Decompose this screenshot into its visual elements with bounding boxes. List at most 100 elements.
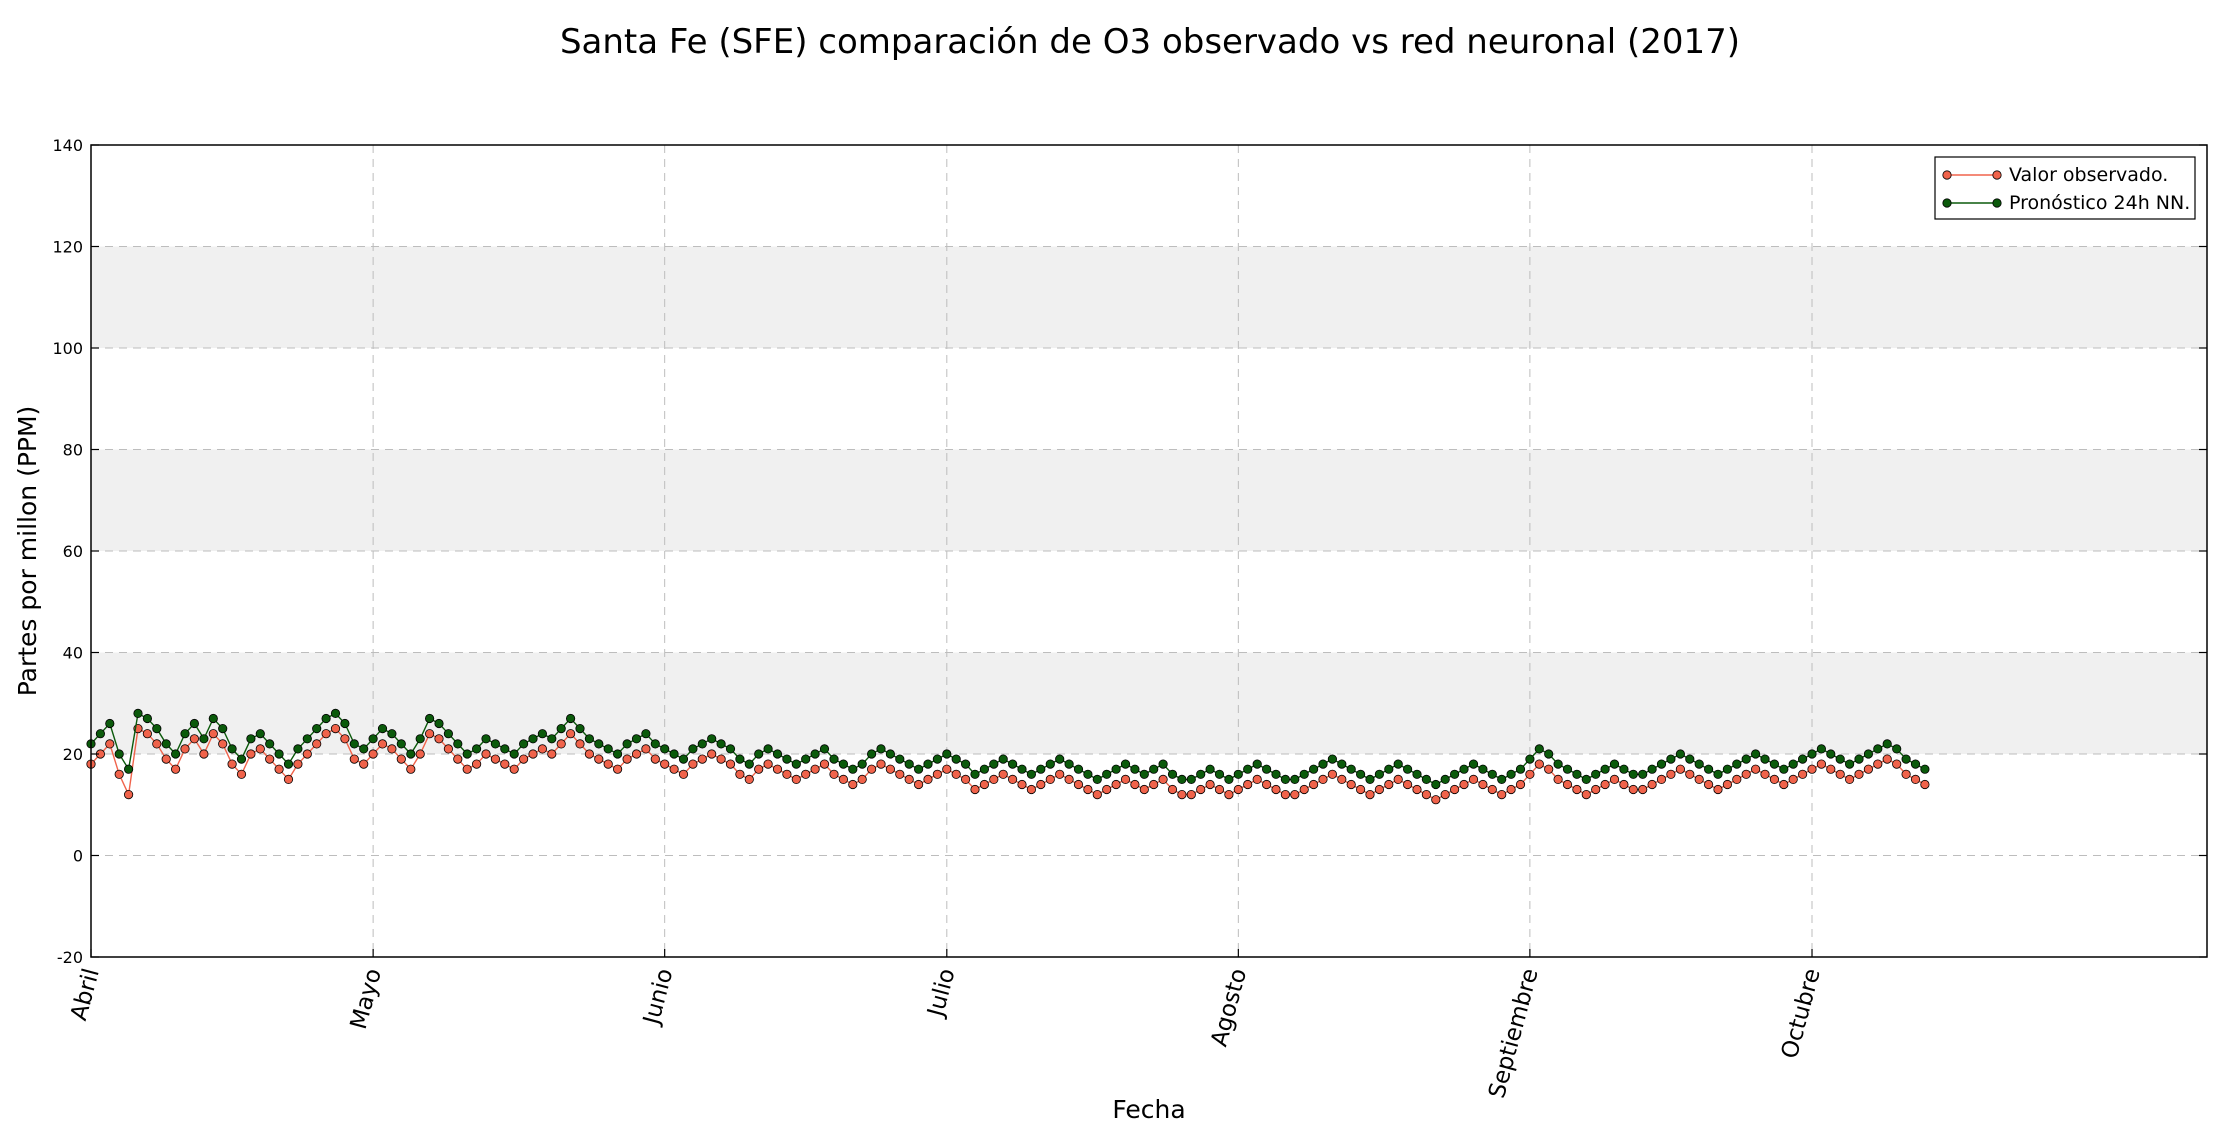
- series-0-point-8: [161, 754, 171, 764]
- chart-title: Santa Fe (SFE) comparación de O3 observa…: [559, 22, 1741, 62]
- series-0-point-140: [1403, 779, 1413, 790]
- series-0-point-139: [1393, 774, 1403, 785]
- series-0-point-31: [377, 739, 388, 749]
- series-1-point-124: [1252, 759, 1262, 769]
- series-0-point-121: [1224, 789, 1234, 800]
- legend-marker-b-1: [1992, 198, 2002, 208]
- series-1-point-187: [1845, 759, 1855, 769]
- series-1-point-32: [387, 729, 397, 739]
- series-0-point-92: [951, 769, 961, 779]
- series-1-point-119: [1205, 764, 1215, 774]
- series-0-point-29: [359, 759, 369, 769]
- series-1-point-139: [1393, 759, 1403, 769]
- series-0-point-74: [782, 769, 792, 779]
- series-0-point-85: [885, 764, 896, 774]
- series-1-point-165: [1638, 769, 1648, 779]
- series-0-point-191: [1882, 754, 1892, 764]
- series-0-point-144: [1440, 789, 1450, 800]
- series-1-point-84: [876, 744, 886, 754]
- series-1-point-123: [1243, 764, 1253, 774]
- series-0-point-131: [1318, 774, 1328, 785]
- series-0-point-97: [998, 769, 1008, 779]
- series-1-point-78: [819, 744, 830, 754]
- series-1-point-54: [594, 739, 604, 749]
- series-1-point-152: [1515, 764, 1526, 774]
- series-0-point-70: [744, 774, 754, 785]
- series-0-point-167: [1656, 774, 1667, 785]
- series-0-point-25: [321, 729, 331, 739]
- series-1-point-10: [180, 729, 190, 739]
- series-0-point-32: [387, 744, 397, 754]
- series-0-point-106: [1083, 784, 1093, 795]
- series-1-point-153: [1525, 754, 1535, 764]
- series-1-point-96: [989, 759, 999, 769]
- series-0-point-162: [1609, 774, 1620, 785]
- series-1-point-73: [772, 749, 783, 759]
- series-0-point-90: [932, 769, 943, 779]
- series-1-point-177: [1751, 749, 1761, 759]
- series-1-point-68: [725, 744, 736, 754]
- series-0-point-75: [791, 774, 801, 785]
- series-0-point-91: [942, 764, 952, 774]
- series-1-point-31: [377, 723, 388, 734]
- series-1-point-57: [622, 739, 632, 749]
- series-1-point-60: [650, 739, 660, 749]
- series-1-point-29: [359, 744, 369, 754]
- series-0-point-24: [312, 739, 322, 749]
- series-1-point-150: [1497, 774, 1507, 785]
- series-0-point-9: [171, 764, 181, 774]
- series-1: [86, 708, 1930, 790]
- series-1-point-91: [942, 749, 952, 759]
- series-1-point-179: [1769, 759, 1780, 769]
- series-1-point-24: [312, 723, 322, 734]
- series-1-point-112: [1139, 769, 1149, 779]
- series-0-point-73: [772, 764, 783, 774]
- series-1-point-1: [95, 729, 106, 739]
- series-0-point-194: [1910, 774, 1921, 785]
- series-1-point-44: [500, 744, 510, 754]
- series-0-point-33: [396, 754, 406, 764]
- series-0-point-113: [1149, 779, 1159, 790]
- series-1-point-110: [1120, 759, 1131, 769]
- series-0-point-141: [1412, 784, 1422, 795]
- series-0-point-132: [1327, 769, 1338, 779]
- series-0-point-180: [1779, 779, 1789, 790]
- series-1-point-132: [1327, 754, 1338, 764]
- series-1-point-161: [1600, 764, 1610, 774]
- series-1-point-120: [1214, 769, 1225, 779]
- series-1-point-47: [528, 734, 538, 744]
- series-1-point-37: [434, 718, 444, 729]
- series-0-point-195: [1920, 779, 1930, 790]
- series-0-point-115: [1167, 784, 1178, 795]
- series-1-point-140: [1403, 764, 1413, 774]
- series-1-point-117: [1186, 774, 1196, 785]
- series-0-point-114: [1158, 774, 1168, 785]
- series-0-point-68: [725, 759, 736, 769]
- series-1-point-115: [1167, 769, 1178, 779]
- series-0-point-172: [1704, 779, 1714, 790]
- series-0-point-183: [1807, 764, 1817, 774]
- series-0-point-79: [829, 769, 839, 779]
- series-0-point-67: [716, 754, 726, 764]
- series-1-point-42: [481, 734, 491, 744]
- series-1-point-148: [1478, 764, 1488, 774]
- series-1-point-154: [1534, 744, 1544, 754]
- legend-marker-b-0: [1992, 170, 2002, 180]
- series-0-point-96: [989, 774, 999, 785]
- x-axis-ticks: Abril Mayo Junio Julio Agosto Septiembre Octub…: [66, 949, 1826, 1101]
- series-0-point-76: [801, 769, 811, 779]
- series-0-point-55: [603, 759, 613, 769]
- series-1-point-193: [1901, 754, 1911, 764]
- legend: Valor observado. Pronóstico 24h NN.: [1934, 156, 2196, 220]
- x-tick-label-6: Octubre: [1777, 966, 1826, 1062]
- series-0-point-123: [1243, 779, 1253, 790]
- series-1-point-13: [208, 713, 218, 724]
- series-1-point-14: [218, 723, 228, 734]
- series-0-point-72: [763, 759, 773, 769]
- series-1-point-48: [537, 729, 548, 739]
- series-1-point-8: [161, 739, 171, 749]
- series-0-point-100: [1026, 784, 1037, 795]
- series-1-point-131: [1318, 759, 1328, 769]
- series-1-point-67: [716, 739, 726, 749]
